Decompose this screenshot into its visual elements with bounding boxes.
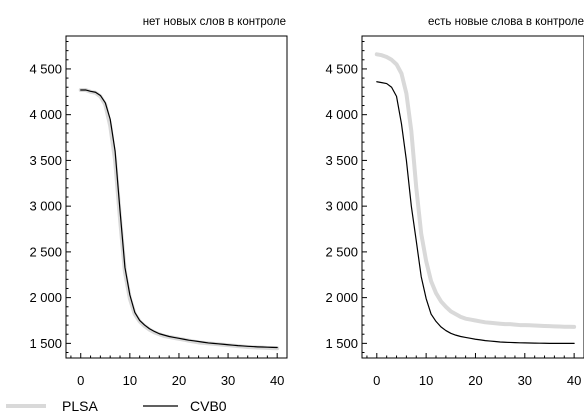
y-tick-label: 3 000 — [29, 199, 62, 214]
y-tick-label: 4 000 — [325, 107, 358, 122]
legend-label-plsa: PLSA — [62, 398, 98, 414]
legend-label-cvb0: CVB0 — [190, 398, 227, 414]
legend: PLSA CVB0 — [6, 398, 227, 414]
series-line-plsa — [78, 87, 280, 351]
series-line-cvb0 — [80, 89, 278, 349]
series-lines — [374, 52, 577, 344]
plot-frame — [361, 35, 584, 359]
series-line-plsa — [374, 52, 577, 329]
series-line-cvb0 — [376, 81, 575, 344]
y-tick-label: 3 500 — [29, 153, 62, 168]
x-tick-label: 40 — [567, 373, 581, 388]
chart-panel-new-words: есть новые слова в контроле 1 500 2 000 2 … — [325, 16, 584, 388]
y-tick-label: 2 500 — [325, 244, 358, 259]
y-tick-label: 2 000 — [29, 290, 62, 305]
y-tick-label: 4 500 — [325, 61, 358, 76]
y-tick-label: 3 000 — [325, 199, 358, 214]
x-tick-label: 10 — [419, 373, 433, 388]
chart-title: нет новых слов в контроле — [143, 16, 286, 28]
y-tick-label: 2 500 — [29, 244, 62, 259]
y-tick-label: 1 500 — [29, 336, 62, 351]
x-tick-label: 0 — [77, 373, 84, 388]
series-lines — [78, 87, 280, 351]
axis-ticks: 1 500 2 000 2 500 3 000 3 500 4 000 4 500 0 10 20… — [29, 40, 288, 388]
y-tick-label: 4 500 — [29, 61, 62, 76]
y-tick-label: 3 500 — [325, 153, 358, 168]
x-tick-label: 20 — [172, 373, 186, 388]
x-tick-label: 30 — [518, 373, 532, 388]
chart-panel-no-new-words: нет новых слов в контроле 1 500 2 000 2 50… — [29, 16, 288, 388]
x-tick-label: 30 — [221, 373, 235, 388]
plot-frame — [65, 35, 288, 359]
y-tick-label: 4 000 — [29, 107, 62, 122]
axis-ticks: 1 500 2 000 2 500 3 000 3 500 4 000 4 500 0 10 20… — [325, 40, 584, 388]
x-tick-label: 40 — [270, 373, 284, 388]
y-tick-label: 1 500 — [325, 336, 358, 351]
x-tick-label: 0 — [373, 373, 380, 388]
x-tick-label: 10 — [123, 373, 137, 388]
x-tick-label: 20 — [468, 373, 482, 388]
chart-title: есть новые слова в контроле — [428, 16, 584, 28]
y-tick-label: 2 000 — [325, 290, 358, 305]
